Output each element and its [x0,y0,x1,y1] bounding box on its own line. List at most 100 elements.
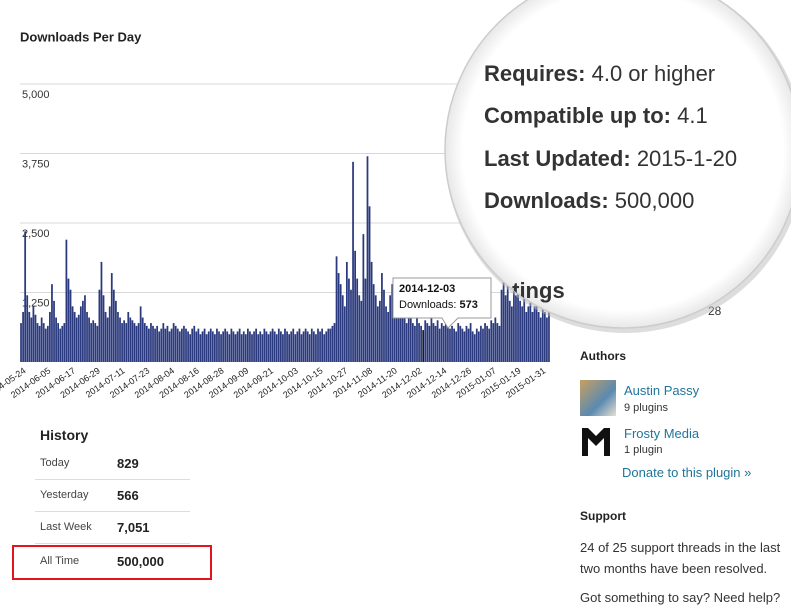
bar [158,331,161,362]
bar [279,331,282,362]
bar [282,334,284,362]
authors-title: Authors [580,349,626,363]
y-tick-label: 5,000 [22,89,50,101]
bar [376,306,379,362]
bar [321,328,324,362]
bar [513,289,515,362]
bar [492,323,495,362]
bar [195,331,198,362]
bar [432,323,435,362]
bar [317,328,319,362]
bar [418,323,420,362]
bar [496,323,499,362]
bar [152,325,154,362]
bar [325,331,328,362]
bar [168,331,171,362]
bar [209,328,212,362]
bar [525,311,528,362]
bar [145,325,148,362]
bar [30,317,33,362]
bar [234,334,237,362]
bar [129,317,132,362]
bar [59,328,62,362]
bar [292,328,295,362]
bar [181,328,183,362]
bar [302,331,305,362]
bar [28,311,31,362]
bar [131,320,134,362]
bar [333,323,336,362]
bar [294,334,297,362]
bar [480,325,482,362]
bar [214,334,216,362]
bar [86,311,88,362]
bar [284,328,286,362]
bar [337,273,340,362]
bar [133,323,136,362]
bar [211,331,214,362]
bar [216,328,218,362]
separator [35,543,190,544]
bar [44,328,47,362]
bar [40,317,43,362]
bar [240,334,243,362]
bar [69,289,72,362]
bar [335,256,338,362]
bar [24,231,27,362]
y-tick-label: 2,500 [22,228,50,240]
bar [393,306,396,362]
bar [498,325,501,362]
bar [308,334,311,362]
bar [345,261,348,362]
bar [203,328,206,362]
bar [300,334,303,362]
author-link[interactable]: Austin Passy [624,383,700,398]
bar [226,331,229,362]
bar [49,311,51,362]
bar [364,278,367,362]
bar [306,331,309,362]
bar [436,320,439,362]
bar [166,325,169,362]
bar [486,325,488,362]
bar [162,323,165,362]
bar [125,323,128,362]
support-question: Got something to say? Need help? [580,590,781,605]
frosty-logo [582,428,610,456]
bar [51,284,53,362]
bar [121,323,123,362]
bar [79,306,82,362]
avatar [580,380,616,416]
y-tick-label: 1,250 [22,297,50,309]
bar [170,328,173,362]
bar [100,261,103,362]
bar [22,311,24,362]
bar [77,314,80,362]
bar [199,334,202,362]
history-value: 566 [117,488,139,503]
bar [527,306,530,362]
bar [368,206,371,362]
bar [257,334,260,362]
bar [63,323,66,362]
bar [424,320,427,362]
bar [442,325,445,362]
bar [267,334,270,362]
bar [139,306,142,362]
bar [548,295,550,362]
donate-link[interactable]: Donate to this plugin » [622,465,752,480]
bar [506,284,509,362]
bar [75,317,78,362]
bar [463,331,466,362]
bar [457,323,460,362]
bar [539,317,542,362]
bar [535,300,538,362]
bar [205,334,208,362]
bar [123,320,126,362]
bar [319,331,321,362]
bar [277,328,280,362]
bar [102,295,105,362]
author-link[interactable]: Frosty Media [624,426,700,441]
bar [90,323,93,362]
